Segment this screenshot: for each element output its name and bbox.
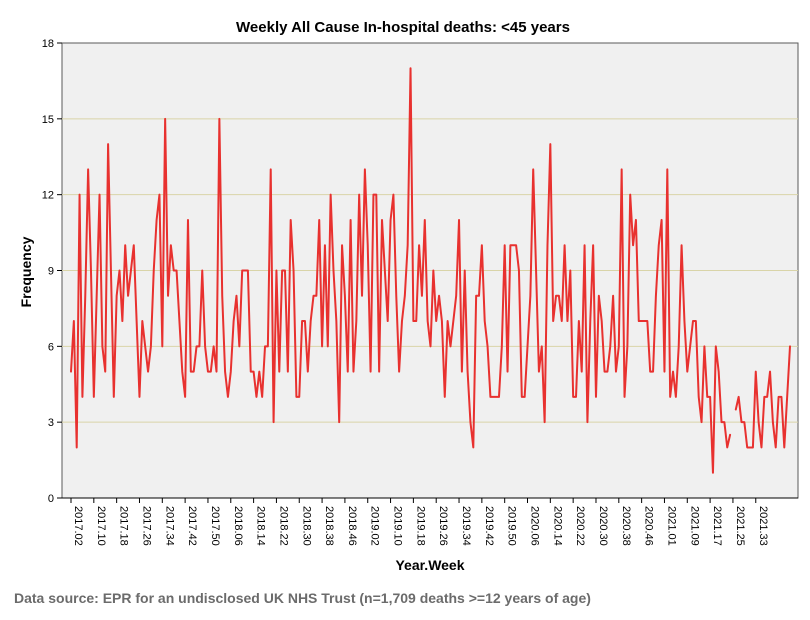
x-tick-label: 2021.25 (734, 506, 746, 546)
x-tick-label: 2017.02 (72, 506, 84, 546)
x-tick-label: 2019.26 (437, 506, 449, 546)
x-tick-label: 2019.10 (392, 506, 404, 546)
x-tick-label: 2018.30 (300, 506, 312, 546)
x-tick-label: 2018.22 (277, 506, 289, 546)
y-tick-label: 15 (42, 114, 54, 126)
data-source-note: Data source: EPR for an undisclosed UK N… (14, 590, 591, 606)
x-tick-label: 2021.33 (757, 506, 769, 546)
x-tick-label: 2019.42 (483, 506, 495, 546)
y-tick-label: 12 (42, 190, 54, 202)
x-tick-label: 2020.22 (574, 506, 586, 546)
x-tick-label: 2017.34 (163, 506, 175, 546)
x-tick-label: 2021.01 (665, 506, 677, 546)
chart: Weekly All Cause In-hospital deaths: <45… (18, 19, 799, 573)
x-tick-label: 2019.18 (414, 506, 426, 546)
x-tick-label: 2018.46 (346, 506, 358, 546)
y-axis: 0 3 6 9 12 15 18 (42, 38, 62, 505)
x-tick-label: 2017.26 (140, 506, 152, 546)
x-tick-label: 2020.38 (620, 506, 632, 546)
x-tick-label: 2019.34 (460, 506, 472, 546)
x-tick-label: 2020.30 (597, 506, 609, 546)
y-tick-label: 0 (48, 493, 54, 505)
x-tick-label: 2021.17 (711, 506, 723, 546)
x-tick-label: 2021.09 (688, 506, 700, 546)
x-tick-label: 2019.50 (506, 506, 518, 546)
y-tick-label: 6 (48, 341, 54, 353)
x-tick-label: 2018.06 (232, 506, 244, 546)
x-tick-label: 2019.02 (369, 506, 381, 546)
x-tick-label: 2018.38 (323, 506, 335, 546)
x-tick-label: 2018.14 (255, 506, 267, 546)
y-tick-label: 18 (42, 38, 54, 50)
y-tick-label: 3 (48, 417, 54, 429)
x-tick-label: 2020.46 (643, 506, 655, 546)
series-line (70, 67, 791, 474)
x-tick-label: 2020.06 (529, 506, 541, 546)
x-axis-label: Year.Week (395, 557, 464, 573)
x-tick-label: 2017.18 (118, 506, 130, 546)
y-tick-label: 9 (48, 266, 54, 278)
x-tick-label: 2017.10 (95, 506, 107, 546)
x-tick-label: 2017.42 (186, 506, 198, 546)
series-group (70, 67, 791, 474)
y-axis-label: Frequency (18, 236, 34, 307)
x-tick-label: 2020.14 (551, 506, 563, 546)
x-tick-label: 2017.50 (209, 506, 221, 546)
chart-title: Weekly All Cause In-hospital deaths: <45… (236, 19, 570, 36)
x-axis: 2017.02 2017.10 2017.18 2017.26 2017.34 2017.… (62, 497, 798, 546)
